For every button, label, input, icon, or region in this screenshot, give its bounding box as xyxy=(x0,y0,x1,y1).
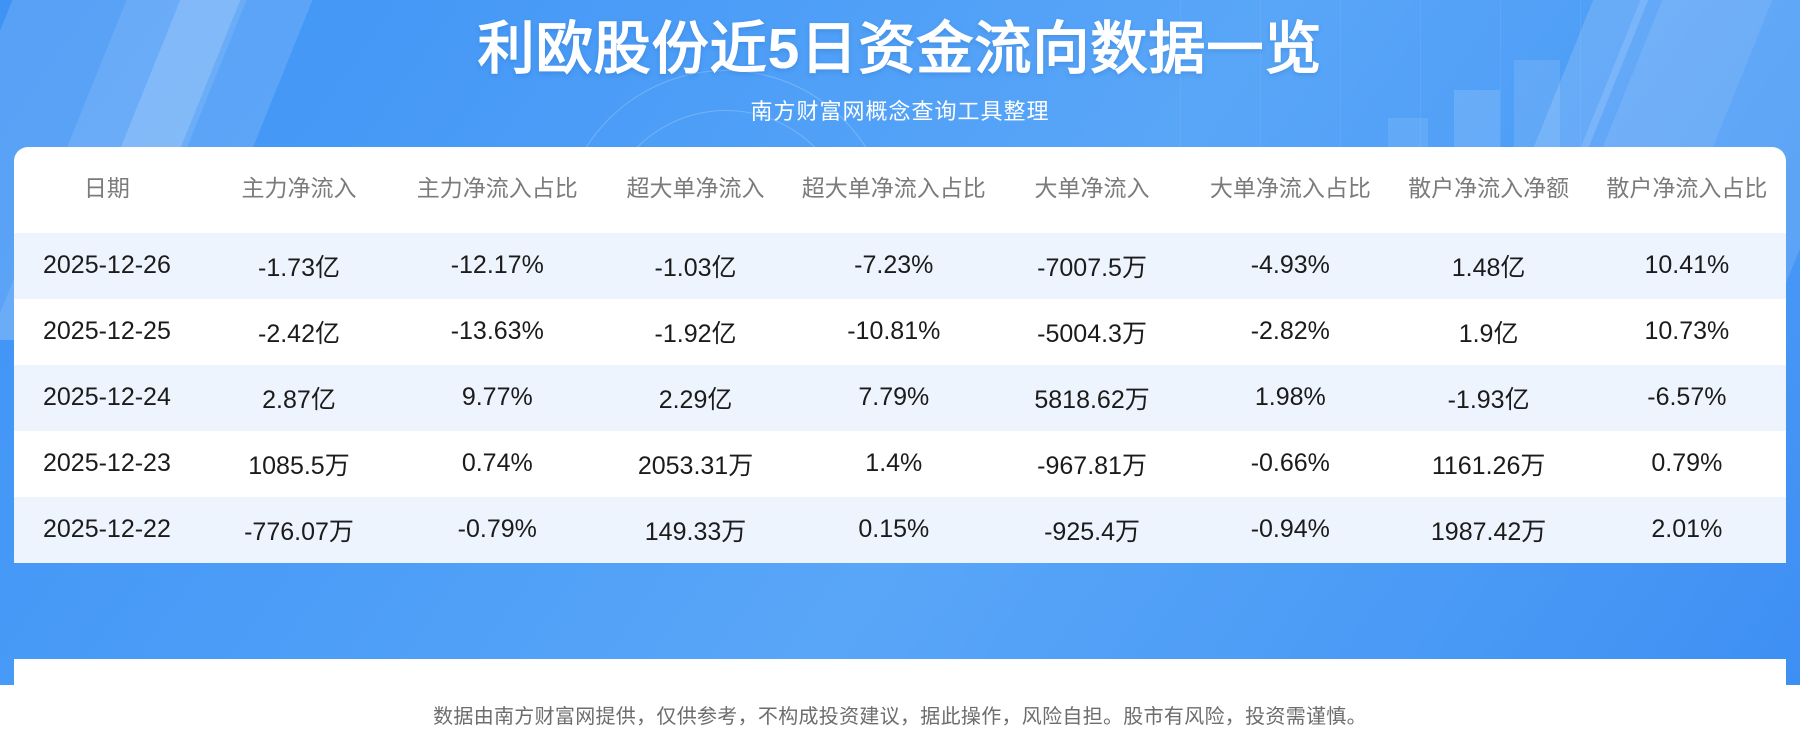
cell-lg-net: -5004.3万 xyxy=(1037,319,1147,348)
page-title: 利欧股份近5日资金流向数据一览 xyxy=(477,17,1323,81)
cell-main-net: 2.87亿 xyxy=(262,385,336,414)
disclaimer-text: 数据由南方财富网提供，仅供参考，不构成投资建议，据此操作，风险自担。股市有风险，… xyxy=(433,705,1367,728)
cell-main-net: 1085.5万 xyxy=(248,451,350,480)
column-header-main-pct: 主力净流入占比 xyxy=(416,175,578,202)
header: 利欧股份近5日资金流向数据一览 南方财富网概念查询工具整理 xyxy=(0,0,1800,126)
table-row: 2025-12-25 -2.42亿 -13.63% -1.92亿 -10.81%… xyxy=(14,298,1786,365)
cell-main-net: -1.73亿 xyxy=(258,253,340,282)
column-header-main-net: 主力净流入 xyxy=(241,175,357,202)
cell-lg-pct: -0.66% xyxy=(1250,449,1330,478)
column-header-lg-pct: 大单净流入占比 xyxy=(1209,175,1371,202)
cell-lg-pct: -2.82% xyxy=(1250,317,1330,346)
cell-date: 2025-12-25 xyxy=(42,317,171,346)
cell-lg-pct: 1.98% xyxy=(1254,383,1326,412)
cell-main-pct: -12.17% xyxy=(450,251,544,280)
table-body: 2025-12-26 -1.73亿 -12.17% -1.03亿 -7.23% … xyxy=(14,232,1786,563)
column-header-retail-pct: 散户净流入占比 xyxy=(1606,175,1768,202)
cell-retail-pct: -6.57% xyxy=(1647,383,1727,412)
column-header-lg-net: 大单净流入 xyxy=(1034,175,1150,202)
table-header: 日期 主力净流入 主力净流入占比 超大单净流入 超大单净流入占比 大单净流入 大… xyxy=(14,147,1786,233)
table-header-row: 日期 主力净流入 主力净流入占比 超大单净流入 超大单净流入占比 大单净流入 大… xyxy=(14,147,1786,233)
cell-lg-net: 5818.62万 xyxy=(1034,385,1150,414)
cell-date: 2025-12-22 xyxy=(42,515,171,544)
column-header-date: 日期 xyxy=(83,175,130,202)
cell-main-pct: -13.63% xyxy=(450,317,544,346)
cell-xl-net: -1.92亿 xyxy=(654,319,737,348)
cell-main-pct: 9.77% xyxy=(461,383,533,412)
cell-retail-net: 1161.26万 xyxy=(1431,451,1546,480)
cell-retail-net: 1987.42万 xyxy=(1430,517,1547,546)
cell-retail-net: -1.93亿 xyxy=(1447,385,1530,414)
cell-date: 2025-12-26 xyxy=(42,251,171,280)
cell-retail-net: 1.9亿 xyxy=(1458,319,1519,348)
card-bottom-fill xyxy=(14,659,1786,685)
cell-retail-net: 1.48亿 xyxy=(1451,253,1526,282)
cell-lg-net: -7007.5万 xyxy=(1037,253,1147,282)
cell-main-net: -776.07万 xyxy=(244,517,354,546)
footer: 数据由南方财富网提供，仅供参考，不构成投资建议，据此操作，风险自担。股市有风险，… xyxy=(0,685,1800,743)
cell-retail-pct: 10.41% xyxy=(1644,251,1730,280)
cell-xl-net: 149.33万 xyxy=(644,517,747,546)
fund-flow-table: 日期 主力净流入 主力净流入占比 超大单净流入 超大单净流入占比 大单净流入 大… xyxy=(14,147,1786,563)
cell-retail-pct: 10.73% xyxy=(1644,317,1730,346)
table-row: 2025-12-22 -776.07万 -0.79% 149.33万 0.15%… xyxy=(14,496,1786,563)
cell-xl-pct: -10.81% xyxy=(847,317,941,346)
cell-xl-pct: -7.23% xyxy=(854,251,934,280)
cell-lg-pct: -4.93% xyxy=(1250,251,1330,280)
table-row: 2025-12-24 2.87亿 9.77% 2.29亿 7.79% 5818.… xyxy=(14,364,1786,431)
cell-retail-pct: 2.01% xyxy=(1651,515,1723,544)
cell-xl-pct: 1.4% xyxy=(865,449,923,478)
cell-main-net: -2.42亿 xyxy=(258,319,340,348)
cell-xl-net: 2053.31万 xyxy=(637,451,754,480)
page-subtitle: 南方财富网概念查询工具整理 xyxy=(750,99,1050,125)
cell-date: 2025-12-24 xyxy=(42,383,171,412)
cell-main-pct: -0.79% xyxy=(457,515,537,544)
cell-lg-pct: -0.94% xyxy=(1250,515,1330,544)
column-header-xl-net: 超大单净流入 xyxy=(626,175,765,202)
cell-xl-pct: 0.15% xyxy=(858,515,930,544)
cell-lg-net: -925.4万 xyxy=(1044,517,1140,546)
data-table-card: 南方财富网 Southmoney.com 日期 主力净流入 主力净流入占比 超大… xyxy=(14,146,1786,563)
cell-xl-net: 2.29亿 xyxy=(658,385,733,414)
cell-retail-pct: 0.79% xyxy=(1651,449,1723,478)
cell-date: 2025-12-23 xyxy=(42,449,171,478)
column-header-retail-net: 散户净流入净额 xyxy=(1408,175,1570,202)
cell-main-pct: 0.74% xyxy=(461,449,533,478)
column-header-xl-pct: 超大单净流入占比 xyxy=(801,175,986,202)
table-row: 2025-12-23 1085.5万 0.74% 2053.31万 1.4% -… xyxy=(14,430,1786,497)
cell-xl-pct: 7.79% xyxy=(858,383,930,412)
cell-lg-net: -967.81万 xyxy=(1037,451,1147,480)
table-row: 2025-12-26 -1.73亿 -12.17% -1.03亿 -7.23% … xyxy=(14,232,1786,299)
cell-xl-net: -1.03亿 xyxy=(654,253,737,282)
